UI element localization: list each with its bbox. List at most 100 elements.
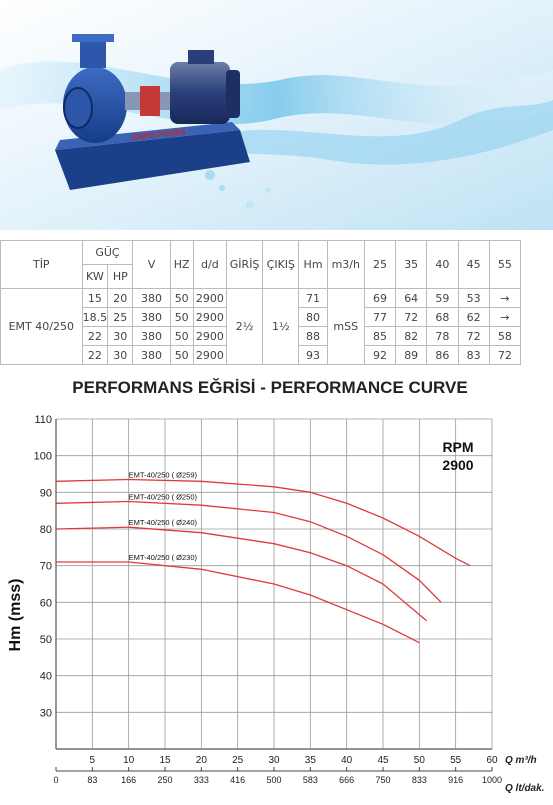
cell-hp: 25 <box>107 307 134 327</box>
x2-tick-label: 750 <box>375 775 390 785</box>
x-tick-label: 45 <box>377 755 389 766</box>
cell-v: 380 <box>132 288 171 308</box>
cell-dd: 2900 <box>192 326 227 346</box>
x-tick-label: 5 <box>90 755 96 766</box>
pump-coupling <box>140 86 160 116</box>
x2-tick-label: 0 <box>53 775 58 785</box>
x2-tick-label: 583 <box>303 775 318 785</box>
cell-value: 69 <box>363 288 397 308</box>
x2-tick-label: 83 <box>87 775 97 785</box>
y-tick-label: 70 <box>40 561 52 573</box>
cell-hm: 80 <box>298 307 328 327</box>
x2-axis-label: Q lt/dak. <box>505 783 544 794</box>
pump-outlet-flange <box>72 34 114 42</box>
col-tip: TİP <box>0 240 83 289</box>
x-axis-label: Q m³/h <box>505 755 537 766</box>
cell-value: 58 <box>488 326 522 346</box>
cell-hz: 50 <box>169 307 194 327</box>
chart-title: PERFORMANS EĞRİSİ - PERFORMANCE CURVE <box>72 378 468 397</box>
cell-value: 59 <box>426 288 459 308</box>
curve-label: EMT-40/250 ( Ø259) <box>129 471 198 480</box>
table-row: 22 30 380 50 2900 93 92 89 86 83 72 <box>1 345 522 365</box>
col-hm: Hm <box>298 240 328 289</box>
x2-tick-label: 166 <box>121 775 136 785</box>
cell-value: → <box>488 307 522 327</box>
unit-cell: mSS <box>326 288 365 365</box>
cell-value: 83 <box>457 345 490 365</box>
cell-hz: 50 <box>169 326 194 346</box>
col-v: V <box>132 240 171 289</box>
x2-tick-label: 833 <box>412 775 427 785</box>
cell-kw: 22 <box>81 326 109 346</box>
cell-value: 82 <box>395 326 428 346</box>
performance-chart: 30 40 50 60 70 80 90 100 110 5 10 15 20 25 30 35 40 45 50 5… <box>7 414 544 794</box>
water-drop-icon <box>219 185 225 191</box>
cell-value: 89 <box>395 345 428 365</box>
cell-hm: 88 <box>298 326 328 346</box>
x-tick-label: 30 <box>268 755 280 766</box>
table-header-row: TİP GÜÇ V HZ d/d GİRİŞ ÇIKIŞ Hm m3/h 25 … <box>0 240 522 289</box>
x2-tick-label: 416 <box>230 775 245 785</box>
cell-value: 85 <box>363 326 397 346</box>
y-tick-label: 110 <box>34 414 52 426</box>
cell-value: 72 <box>457 326 490 346</box>
x2-tick-label: 250 <box>157 775 172 785</box>
curve-label: EMT-40/250 ( Ø250) <box>129 493 198 502</box>
pump-baseplate <box>55 130 250 190</box>
water-drop-icon <box>265 187 271 193</box>
x2-tick-label: 916 <box>448 775 463 785</box>
pump-motor <box>170 62 230 124</box>
x-tick-label: 15 <box>159 755 171 766</box>
cikis-cell: 1½ <box>262 288 300 365</box>
col-dd: d/d <box>192 240 227 289</box>
performance-curve <box>55 478 471 567</box>
rpm-value: 2900 <box>442 457 473 473</box>
y-axis-label: Hm (mss) <box>7 579 24 652</box>
model-cell: EMT 40/250 <box>0 288 83 365</box>
cell-hp: 20 <box>107 288 134 308</box>
performance-curve <box>56 561 420 644</box>
motor-terminal-box <box>188 50 214 64</box>
x-tick-label: 60 <box>486 755 498 766</box>
cell-value: 64 <box>395 288 428 308</box>
cell-value: 92 <box>363 345 397 365</box>
col-flow: 25 <box>363 240 397 289</box>
x2-tick-label: 666 <box>339 775 354 785</box>
cell-value: 53 <box>457 288 490 308</box>
cell-v: 380 <box>132 307 171 327</box>
cell-kw: 15 <box>81 288 109 308</box>
col-kw: KW <box>81 264 109 289</box>
table-subheader-row: KW HP <box>1 264 521 289</box>
performance-curve <box>55 500 442 603</box>
giris-cell: 2½ <box>225 288 264 365</box>
cell-value: 68 <box>426 307 459 327</box>
cell-kw: 22 <box>81 345 109 365</box>
water-wave <box>200 100 553 165</box>
cell-dd: 2900 <box>192 345 227 365</box>
spec-table: TİP GÜÇ V HZ d/d GİRİŞ ÇIKIŞ Hm m3/h 25 … <box>0 240 522 365</box>
curve-label: EMT-40/250 ( Ø240) <box>129 518 198 527</box>
pump-baseplate-top <box>55 122 240 150</box>
cell-hp: 30 <box>107 345 134 365</box>
x-tick-label: 25 <box>232 755 244 766</box>
cell-dd: 2900 <box>192 288 227 308</box>
rpm-label: RPM <box>442 439 473 455</box>
motor-fan-cover <box>226 70 240 118</box>
water-drop-icon <box>246 201 254 209</box>
col-flow: 45 <box>457 240 490 289</box>
y-tick-label: 40 <box>40 671 52 683</box>
y-tick-label: 90 <box>40 487 52 499</box>
cell-hm: 71 <box>298 288 328 308</box>
cell-value: 86 <box>426 345 459 365</box>
y-tick-label: 50 <box>40 634 52 646</box>
cell-value: 77 <box>363 307 397 327</box>
cell-value: 72 <box>395 307 428 327</box>
cell-v: 380 <box>132 326 171 346</box>
col-hz: HZ <box>169 240 194 289</box>
col-flow: 40 <box>426 240 459 289</box>
pump-product-image: EMPO POMPA <box>0 0 553 230</box>
y-tick-label: 30 <box>40 707 52 719</box>
cell-dd: 2900 <box>192 307 227 327</box>
cell-v: 380 <box>132 345 171 365</box>
x2-tick-label: 500 <box>266 775 281 785</box>
